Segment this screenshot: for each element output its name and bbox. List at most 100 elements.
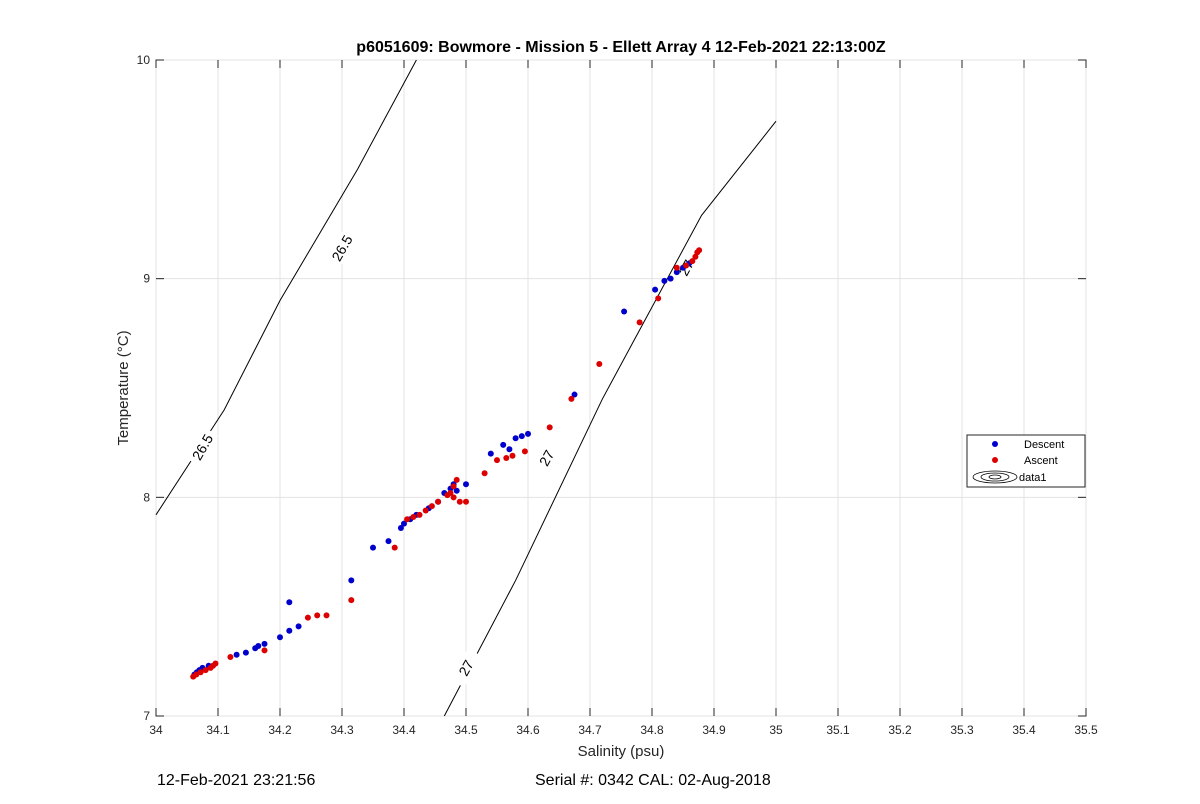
descent-point (571, 391, 578, 398)
footer-serial-cal: Serial #: 0342 CAL: 02-Aug-2018 (535, 772, 771, 789)
ascent-point (422, 507, 429, 514)
descent-point (661, 277, 668, 284)
descent-point (385, 538, 392, 545)
x-tick-label: 34.3 (330, 723, 354, 737)
ascent-point (435, 498, 442, 505)
ascent-point (683, 262, 690, 269)
contour-label-bg (530, 438, 563, 478)
descent-point (261, 640, 268, 647)
y-tick-label: 10 (137, 53, 151, 67)
x-tick-label: 35.5 (1074, 723, 1098, 737)
ascent-point (450, 483, 457, 490)
x-tick-label: 34.7 (578, 723, 602, 737)
ascent-point (463, 498, 469, 505)
legend-descent-marker (992, 441, 998, 447)
ascent-point (503, 454, 510, 461)
descent-point (286, 627, 293, 634)
ascent-point (481, 470, 488, 477)
ascent-point (391, 544, 398, 551)
ascent-point (323, 612, 330, 619)
ascent-point (494, 457, 500, 464)
ascent-point (197, 669, 204, 676)
descent-point (500, 441, 507, 448)
descent-point (506, 446, 513, 453)
contour-label-bg (186, 427, 219, 467)
x-tick-label: 35.1 (826, 723, 850, 737)
x-tick-label: 34.4 (392, 723, 416, 737)
descent-point (348, 577, 355, 584)
legend: Descent Ascent data1 (966, 434, 1086, 488)
descent-point (233, 651, 240, 658)
legend-data1-label: data1 (1019, 472, 1047, 484)
descent-point (525, 430, 531, 437)
legend-descent-label: Descent (1024, 439, 1064, 451)
x-tick-label: 34.1 (206, 723, 230, 737)
descent-point (463, 481, 469, 488)
density-contour-line (443, 120, 777, 717)
ascent-point (636, 319, 643, 326)
plot-area (155, 59, 1087, 717)
descent-point (518, 433, 525, 440)
ascent-point (453, 476, 460, 483)
ascent-point (314, 612, 321, 619)
y-tick-label: 9 (143, 272, 150, 286)
descent-point (242, 649, 249, 656)
descent-point (295, 623, 302, 630)
ascent-point (202, 667, 209, 674)
x-axis-label: Salinity (psu) (578, 743, 665, 760)
x-tick-label: 34.5 (454, 723, 478, 737)
x-tick-label: 34.8 (640, 723, 664, 737)
ascent-point (404, 516, 411, 523)
x-tick-label: 35.3 (950, 723, 974, 737)
ascent-point (447, 489, 454, 496)
ascent-point (212, 660, 219, 667)
legend-ascent-marker (992, 457, 998, 463)
x-tick-label: 34 (149, 723, 163, 737)
descent-point (667, 275, 674, 282)
ascent-point (348, 597, 355, 604)
contour-label-bg (326, 228, 358, 268)
descent-point (370, 544, 376, 551)
footer-timestamp: 12-Feb-2021 23:21:56 (157, 772, 316, 789)
data-points (190, 247, 703, 680)
ascent-point (596, 360, 603, 367)
ascent-point (261, 647, 268, 654)
ascent-point (509, 452, 516, 459)
contour-label-bg (450, 648, 482, 688)
ascent-point (673, 264, 680, 271)
x-tick-label: 34.2 (268, 723, 292, 737)
ascent-point (227, 653, 234, 660)
grid (155, 59, 1087, 717)
y-axis-label: Temperature (°C) (115, 330, 132, 445)
x-tick-label: 34.9 (702, 723, 726, 737)
ascent-point (546, 424, 553, 431)
ascent-point (304, 614, 311, 621)
ascent-point (416, 511, 423, 518)
x-tick-label: 35.4 (1012, 723, 1036, 737)
x-tick-label: 35.2 (888, 723, 912, 737)
ascent-point (655, 295, 662, 302)
x-axis-ticks: 34 34.1 34.2 34.3 34.4 34.5 34.6 34.7 34.8 34.9 35… (149, 60, 1098, 737)
legend-box (966, 434, 1086, 488)
ascent-point (450, 494, 457, 501)
ascent-point (696, 247, 703, 254)
y-tick-label: 8 (143, 490, 150, 504)
descent-point (286, 599, 293, 606)
ascent-point (689, 258, 696, 265)
descent-point (621, 308, 628, 315)
descent-point (397, 524, 404, 531)
contour-label: 27 (455, 657, 477, 679)
ascent-point (568, 395, 575, 402)
ascent-point (456, 498, 463, 505)
y-axis-ticks: 7 8 9 10 (137, 53, 1086, 723)
descent-point (401, 520, 407, 527)
contour-label: 27 (536, 447, 558, 469)
legend-contour-icon (972, 470, 1018, 484)
descent-point (487, 450, 494, 457)
ascent-point (521, 448, 528, 455)
ascent-point (428, 503, 435, 510)
legend-ascent-label: Ascent (1024, 455, 1058, 467)
descent-point (277, 634, 283, 641)
descent-point (255, 643, 262, 650)
